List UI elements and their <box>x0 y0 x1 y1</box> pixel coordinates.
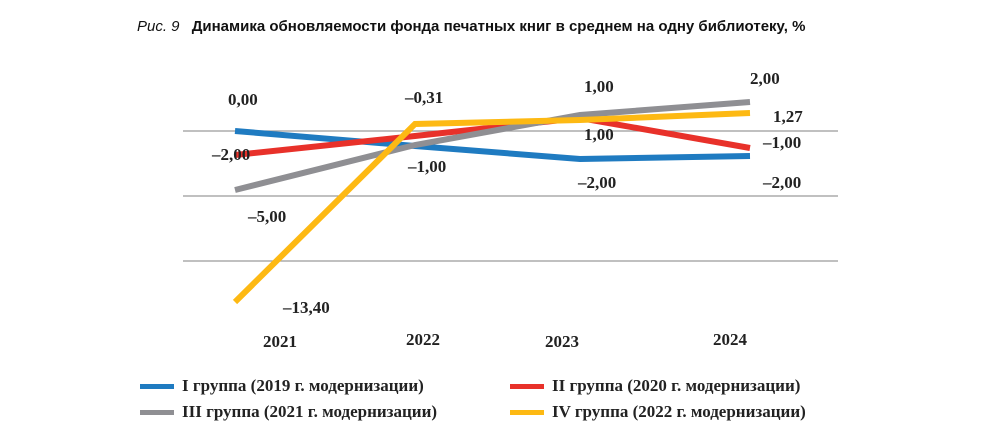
legend-swatch-red <box>510 383 544 389</box>
legend-label: II группа (2020 г. модернизации) <box>552 376 801 395</box>
series-line-4 <box>232 110 751 305</box>
figure-title-text: Динамика обновляемости фонда печатных кн… <box>191 18 806 35</box>
legend-item-group-3: III группа (2021 г. модернизации) <box>140 402 510 422</box>
legend-item-group-1: I группа (2019 г. модернизации) <box>140 376 510 396</box>
data-label: –2,00 <box>762 173 801 192</box>
series-line-3 <box>234 99 751 193</box>
data-label: 1,27 <box>773 107 803 126</box>
legend-swatch-yellow <box>510 409 544 415</box>
data-label: 1,00 <box>584 125 614 144</box>
x-tick-2023: 2023 <box>545 332 579 351</box>
data-label: –5,00 <box>247 207 286 226</box>
data-labels: 0,00 –2,00 –5,00 –13,40 –0,31 –1,00 1,00 1,00 –2… <box>211 69 803 317</box>
data-label: 1,00 <box>584 77 614 96</box>
series-line-1 <box>234 128 751 163</box>
legend-item-group-4: IV группа (2022 г. модернизации) <box>510 402 880 422</box>
legend-label: I группа (2019 г. модернизации) <box>182 376 424 395</box>
data-label: 2,00 <box>750 69 780 88</box>
legend-swatch-gray <box>140 409 174 415</box>
figure-title: Рис. 9 Динамика обновляемости фонда печа… <box>137 18 805 35</box>
data-label: –13,40 <box>282 298 330 317</box>
data-label: –2,00 <box>577 173 616 192</box>
legend-label: IV группа (2022 г. модернизации) <box>552 402 806 421</box>
data-label: 0,00 <box>228 90 258 109</box>
x-axis-ticks: 2021 2022 2023 2024 <box>263 330 748 351</box>
figure-number: Рис. 9 <box>137 18 180 35</box>
chart-legend: I группа (2019 г. модернизации) II групп… <box>140 376 880 422</box>
data-label: –1,00 <box>407 157 446 176</box>
legend-label: III группа (2021 г. модернизации) <box>182 402 438 421</box>
gridlines <box>183 130 838 262</box>
x-tick-2021: 2021 <box>263 332 297 351</box>
legend-swatch-blue <box>140 383 174 389</box>
data-label: –0,31 <box>404 88 443 107</box>
series-lines <box>232 99 751 305</box>
x-tick-2022: 2022 <box>406 330 440 349</box>
x-tick-2024: 2024 <box>713 330 748 349</box>
data-label: –2,00 <box>211 145 250 164</box>
data-label: –1,00 <box>762 133 801 152</box>
legend-item-group-2: II группа (2020 г. модернизации) <box>510 376 880 396</box>
